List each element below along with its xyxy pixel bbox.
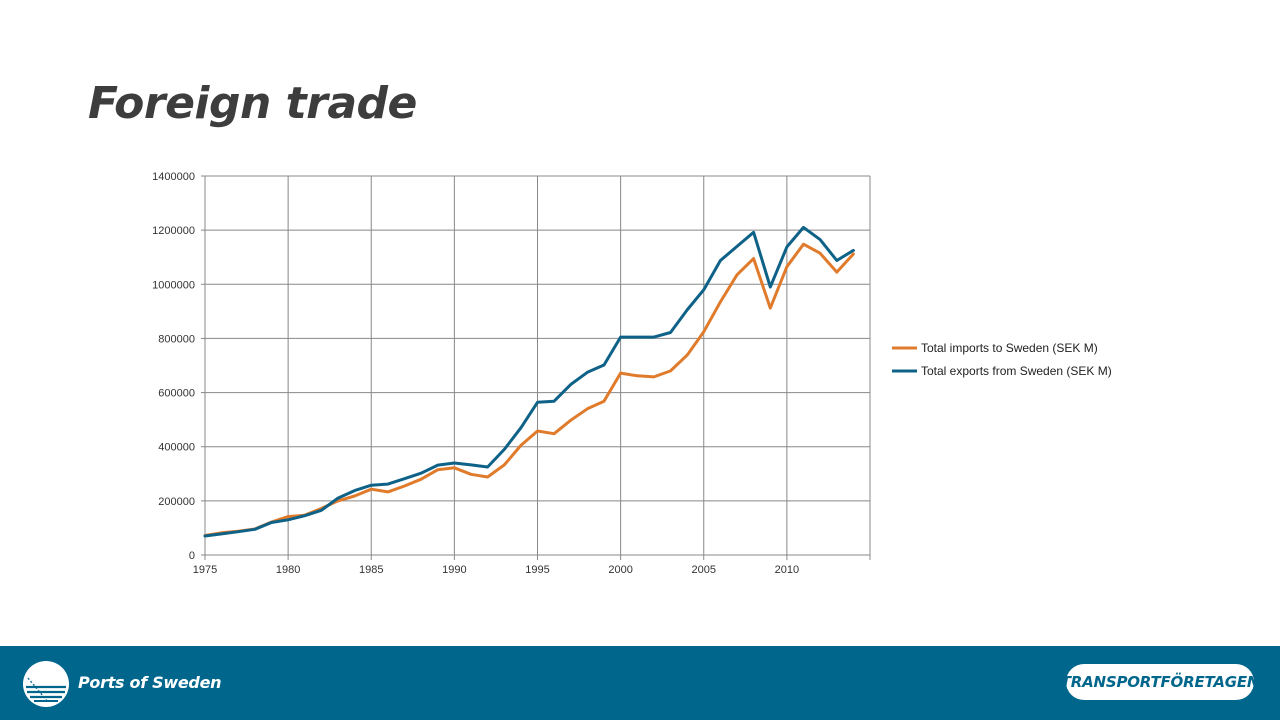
transportforetagen-logo-text: TRANSPORTFÖRETAGEN [1060,673,1260,691]
transportforetagen-logo: TRANSPORTFÖRETAGEN [1061,664,1259,700]
x-tick-label: 2005 [692,564,716,576]
y-tick-label: 0 [189,550,195,562]
line-chart: 0 200000 400000 600000 800000 1000000 1200000 1… [152,171,1112,576]
ports-of-sweden-logo-text: Ports of Sweden [78,673,222,692]
legend-label-imports: Total imports to Sweden (SEK M) [921,341,1098,355]
x-tick-label: 1990 [442,564,466,576]
y-tick-label: 600000 [158,388,195,400]
ports-of-sweden-emblem-icon [23,661,69,707]
x-tick-label: 1975 [193,564,217,576]
exports-series-line [203,225,855,538]
y-tick-label: 1000000 [152,279,195,291]
chart-axes: 0 200000 400000 600000 800000 1000000 1200000 1… [152,171,871,576]
slide-title: Foreign trade [88,78,417,129]
x-tick-label: 1980 [276,564,300,576]
x-tick-label: 1995 [525,564,549,576]
chart-series [203,225,855,538]
y-tick-label: 1200000 [152,225,195,237]
y-tick-label: 1400000 [152,171,195,183]
chart-legend: Total imports to Sweden (SEK M) Total exp… [892,341,1112,378]
x-tick-label: 2000 [608,564,632,576]
y-tick-label: 400000 [158,442,195,454]
y-tick-label: 800000 [158,333,195,345]
y-tick-label: 200000 [158,496,195,508]
legend-label-exports: Total exports from Sweden (SEK M) [921,364,1112,378]
x-tick-label: 2010 [775,564,799,576]
footer-bar: Ports of Sweden TRANSPORTFÖRETAGEN [0,646,1280,720]
chart-grid [204,175,871,556]
x-tick-label: 1985 [359,564,383,576]
imports-series-line [203,242,855,537]
